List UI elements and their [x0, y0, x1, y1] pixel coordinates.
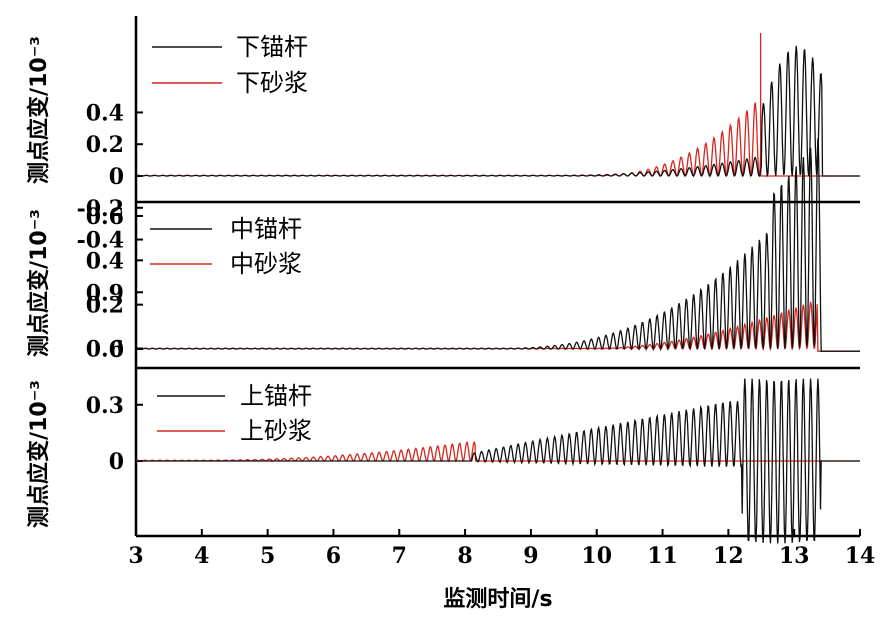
middle-panel-legend: 中锚杆 中砂浆: [150, 215, 302, 278]
ytick-label: 0: [109, 449, 124, 475]
xtick-label: 13: [779, 543, 810, 569]
ytick-label: 0.9: [86, 280, 124, 306]
x-axis: 3 4 5 6 7 8 9 10 11 12 13 14: [128, 529, 875, 569]
xtick-label: 9: [523, 543, 538, 569]
middle-panel-ylabel: 测点应变/10⁻³: [26, 209, 52, 357]
top-panel-ylabel: 测点应变/10⁻³: [26, 36, 52, 184]
bottom-panel: 0.9 0.6 0.3 0 上锚杆 上砂浆 测点应变/10⁻³: [26, 280, 860, 544]
top-panel-legend: 下锚杆 下砂浆: [152, 33, 308, 97]
xtick-label: 6: [326, 543, 341, 569]
top-panel-yticks: 0.4 0.2 0 -0.2 -0.4: [77, 100, 143, 254]
ytick-label: 0.4: [86, 100, 124, 126]
top-panel: 0.4 0.2 0 -0.2 -0.4 下锚杆 下砂浆 测点应变/10⁻³: [26, 16, 860, 254]
series-line-下锚杆: [135, 45, 860, 178]
xtick-label: 14: [845, 543, 876, 569]
series-line-上锚杆: [136, 378, 860, 544]
bottom-panel-yticks: 0.9 0.6 0.3 0: [86, 280, 143, 475]
legend-label-3: 中锚杆: [230, 215, 302, 243]
ytick-label: 0.6: [86, 204, 124, 230]
legend-label-5: 上锚杆: [240, 382, 312, 410]
top-panel-series: [135, 32, 860, 179]
legend-label-4: 中砂浆: [230, 250, 302, 278]
xtick-label: 4: [194, 543, 209, 569]
ytick-label: -0.4: [77, 228, 124, 254]
ytick-label: 0.4: [86, 248, 124, 274]
ytick-label: -0.2: [77, 196, 124, 222]
bottom-panel-ylabel: 测点应变/10⁻³: [26, 380, 52, 528]
ytick-label: 0.6: [86, 337, 124, 363]
ytick-label: 0.2: [86, 132, 124, 158]
ytick-label: 0: [109, 337, 124, 363]
xtick-label: 11: [647, 543, 678, 569]
legend-label-6: 上砂浆: [240, 417, 312, 445]
xtick-label: 7: [392, 543, 407, 569]
xtick-label: 8: [457, 543, 472, 569]
bottom-panel-legend: 上锚杆 上砂浆: [157, 382, 312, 445]
middle-panel-yticks: 0.6 0.4 0.2 0: [86, 204, 143, 363]
series-line-中锚杆: [135, 138, 860, 352]
series-line-中砂浆: [135, 301, 860, 352]
legend-label-2: 下砂浆: [236, 69, 308, 97]
middle-panel: 0.6 0.4 0.2 0 中锚杆 中砂浆 测点应变/10⁻³: [26, 138, 860, 370]
xtick-label: 10: [581, 543, 612, 569]
xtick-label: 5: [260, 543, 275, 569]
ytick-label: 0.3: [86, 393, 124, 419]
ytick-label: 0.2: [86, 293, 124, 319]
x-axis-title: 监测时间/s: [443, 586, 552, 612]
xtick-label: 3: [128, 543, 143, 569]
series-line-上砂浆: [135, 440, 860, 463]
bottom-panel-series: [135, 378, 860, 544]
ytick-label: 0: [109, 164, 124, 190]
legend-label-1: 下锚杆: [236, 33, 308, 61]
xtick-label: 12: [713, 543, 744, 569]
middle-panel-series: [135, 138, 860, 352]
